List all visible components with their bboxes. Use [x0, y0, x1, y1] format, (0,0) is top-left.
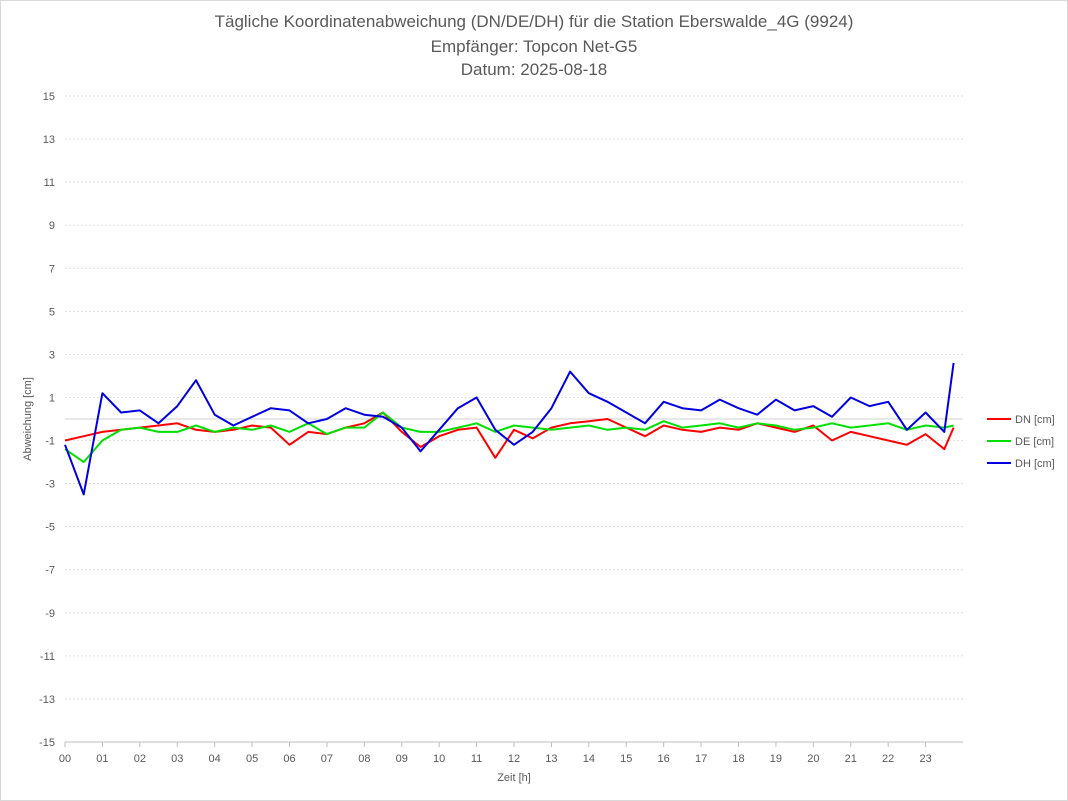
x-tick-label: 00: [59, 753, 71, 765]
y-axis-title: Abweichung [cm]: [22, 377, 34, 461]
chart-title: Tägliche Koordinatenabweichung (DN/DE/DH…: [214, 12, 854, 31]
legend: DN [cm] DE [cm] DH [cm]: [987, 414, 1055, 470]
grid-layer: [65, 95, 963, 743]
x-tick-label: 22: [882, 753, 894, 765]
x-axis-title: Zeit [h]: [497, 772, 531, 784]
y-tick-label: 5: [49, 306, 55, 318]
y-tick-label: 15: [43, 91, 55, 103]
x-tick-label: 03: [171, 753, 183, 765]
x-tick-label: 10: [433, 753, 445, 765]
series-line-2: [64, 362, 955, 496]
x-tick-labels: 00 01 02 03 04 05 06 07 08 09 10 11 12 13 14 15 16 17 18 19…: [59, 742, 932, 765]
chart-subtitle: Empfänger: Topcon Net-G5: [430, 37, 638, 56]
y-tick-label: -7: [45, 565, 55, 577]
y-tick-label: -15: [39, 737, 55, 749]
x-tick-label: 16: [658, 753, 670, 765]
y-tick-label: 1: [49, 392, 55, 404]
legend-item-dn: DN [cm]: [987, 414, 1055, 426]
y-tick-labels: 15 13 11 9 7 5 3 1 -1 -3 -5 -7 -9 -11 -13 -15: [39, 91, 55, 749]
y-tick-label: -11: [40, 651, 55, 663]
legend-label-de: DE [cm]: [1015, 436, 1054, 448]
chart-date: Datum: 2025-08-18: [460, 60, 608, 79]
series-layer: [64, 362, 955, 496]
x-tick-label: 07: [321, 753, 333, 765]
y-tick-label: 7: [49, 263, 55, 275]
y-tick-label: 3: [49, 349, 55, 361]
x-tick-label: 20: [807, 753, 819, 765]
x-tick-label: 21: [845, 753, 857, 765]
x-tick-label: 11: [471, 753, 482, 765]
x-tick-label: 19: [770, 753, 782, 765]
x-tick-label: 14: [583, 753, 595, 765]
y-tick-label: -9: [45, 608, 55, 620]
y-tick-label: -5: [45, 522, 55, 534]
x-tick-label: 08: [358, 753, 370, 765]
y-tick-label: 11: [44, 177, 55, 189]
y-tick-label: -13: [39, 694, 55, 706]
x-tick-label: 01: [96, 753, 108, 765]
x-tick-label: 18: [732, 753, 744, 765]
x-tick-label: 02: [134, 753, 146, 765]
x-tick-label: 09: [396, 753, 408, 765]
x-tick-label: 06: [283, 753, 295, 765]
x-tick-label: 23: [919, 753, 931, 765]
y-tick-label: 13: [43, 134, 55, 146]
x-tick-label: 15: [620, 753, 632, 765]
legend-label-dn: DN [cm]: [1015, 414, 1055, 426]
x-tick-label: 05: [246, 753, 258, 765]
x-tick-label: 13: [545, 753, 557, 765]
legend-item-dh: DH [cm]: [987, 458, 1055, 470]
series-line-1: [64, 411, 954, 464]
x-tick-label: 17: [695, 753, 707, 765]
x-tick-label: 12: [508, 753, 520, 765]
x-tick-label: 04: [209, 753, 221, 765]
legend-label-dh: DH [cm]: [1015, 458, 1055, 470]
y-tick-label: -3: [45, 479, 55, 491]
legend-item-de: DE [cm]: [987, 436, 1054, 448]
y-tick-label: 9: [49, 220, 55, 232]
y-tick-label: -1: [45, 436, 55, 448]
